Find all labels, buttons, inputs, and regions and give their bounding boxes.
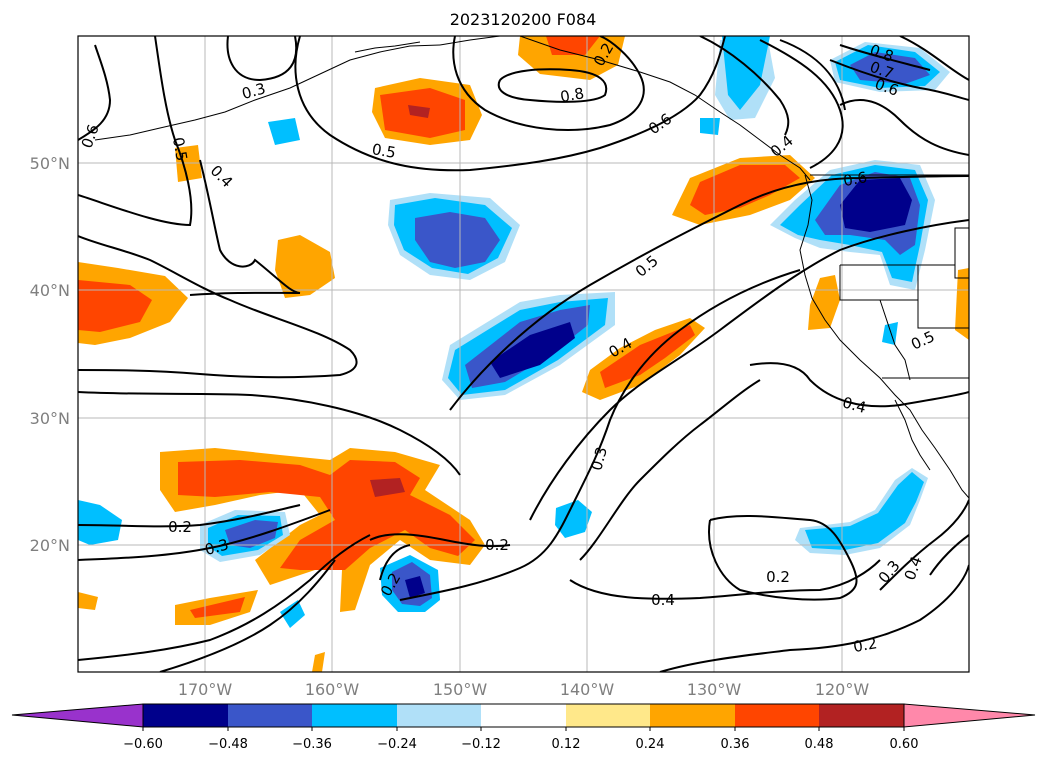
lon-label: 140°W bbox=[560, 680, 615, 699]
colorbar-tick-label: 0.12 bbox=[552, 737, 581, 752]
contour-label: 0.3 bbox=[240, 79, 268, 103]
colorbar-frame bbox=[142, 703, 905, 728]
lon-label: 130°W bbox=[687, 680, 742, 699]
contour-label: 0.6 bbox=[842, 168, 869, 190]
contour-label: 0.2 bbox=[485, 536, 509, 554]
colorbar-tick-label: 0.60 bbox=[890, 737, 919, 752]
colorbar-extend-min bbox=[11, 703, 144, 728]
lon-label: 120°W bbox=[815, 680, 870, 699]
colorbar-tick-label: 0.48 bbox=[805, 737, 834, 752]
lon-label: 160°W bbox=[305, 680, 360, 699]
colorbar-tick-label: −0.48 bbox=[208, 737, 248, 752]
lat-label: 30°N bbox=[30, 409, 70, 428]
lat-label: 20°N bbox=[30, 536, 70, 555]
longitude-labels: 170°W 160°W 150°W 140°W 130°W 120°W bbox=[178, 680, 870, 699]
contour-label: 0.3 bbox=[203, 535, 231, 559]
contour-lines bbox=[78, 36, 969, 672]
colorbar-segment bbox=[143, 704, 228, 727]
contour-label: 0.5 bbox=[371, 140, 398, 162]
lat-label: 40°N bbox=[30, 281, 70, 300]
contour-label: 0.4 bbox=[651, 591, 675, 609]
latitude-labels: 50°N 40°N 30°N 20°N bbox=[30, 154, 70, 555]
contour-label: 0.2 bbox=[852, 634, 879, 656]
colorbar-segment bbox=[397, 704, 481, 727]
colorbar-ticks bbox=[142, 727, 905, 731]
colorbar-segment bbox=[228, 704, 312, 727]
colorbar-segment bbox=[481, 704, 566, 727]
colorbar-tick-label: −0.60 bbox=[123, 737, 163, 752]
colorbar-segment bbox=[566, 704, 650, 727]
contour-label: 0.2 bbox=[168, 518, 192, 536]
colorbar-tick-label: 0.36 bbox=[721, 737, 750, 752]
positive-anomaly-shading bbox=[78, 36, 969, 672]
colorbar-extend-max bbox=[903, 703, 1036, 728]
map-panel: 0.3 0.6 0.5 0.4 0.5 0.8 0.6 0.8 0.7 0.6 … bbox=[78, 36, 969, 672]
contour-label: 0.8 bbox=[559, 84, 586, 106]
map-frame bbox=[77, 35, 970, 673]
contour-label: 0.4 bbox=[840, 393, 868, 417]
map-title: 2023120200 F084 bbox=[450, 10, 597, 29]
colorbar-tick-label: −0.12 bbox=[461, 737, 501, 752]
colorbar-segment bbox=[735, 704, 819, 727]
contour-label: 0.5 bbox=[169, 136, 191, 163]
lat-label: 50°N bbox=[30, 154, 70, 173]
coastlines bbox=[94, 36, 969, 499]
lon-label: 170°W bbox=[178, 680, 233, 699]
contour-label: 0.2 bbox=[766, 568, 790, 586]
colorbar-tick-label: −0.36 bbox=[292, 737, 332, 752]
colorbar-segment bbox=[312, 704, 397, 727]
colorbar-tick-label: 0.24 bbox=[636, 737, 665, 752]
colorbar-segment bbox=[650, 704, 735, 727]
negative-anomaly-shading bbox=[78, 36, 950, 628]
lon-label: 150°W bbox=[433, 680, 488, 699]
contour-label: 0.3 bbox=[587, 445, 611, 473]
colorbar-tick-label: −0.24 bbox=[377, 737, 417, 752]
colorbar: −0.60 −0.48 −0.36 −0.24 −0.12 0.12 0.24 … bbox=[11, 703, 1036, 752]
colorbar-segment bbox=[819, 704, 904, 727]
